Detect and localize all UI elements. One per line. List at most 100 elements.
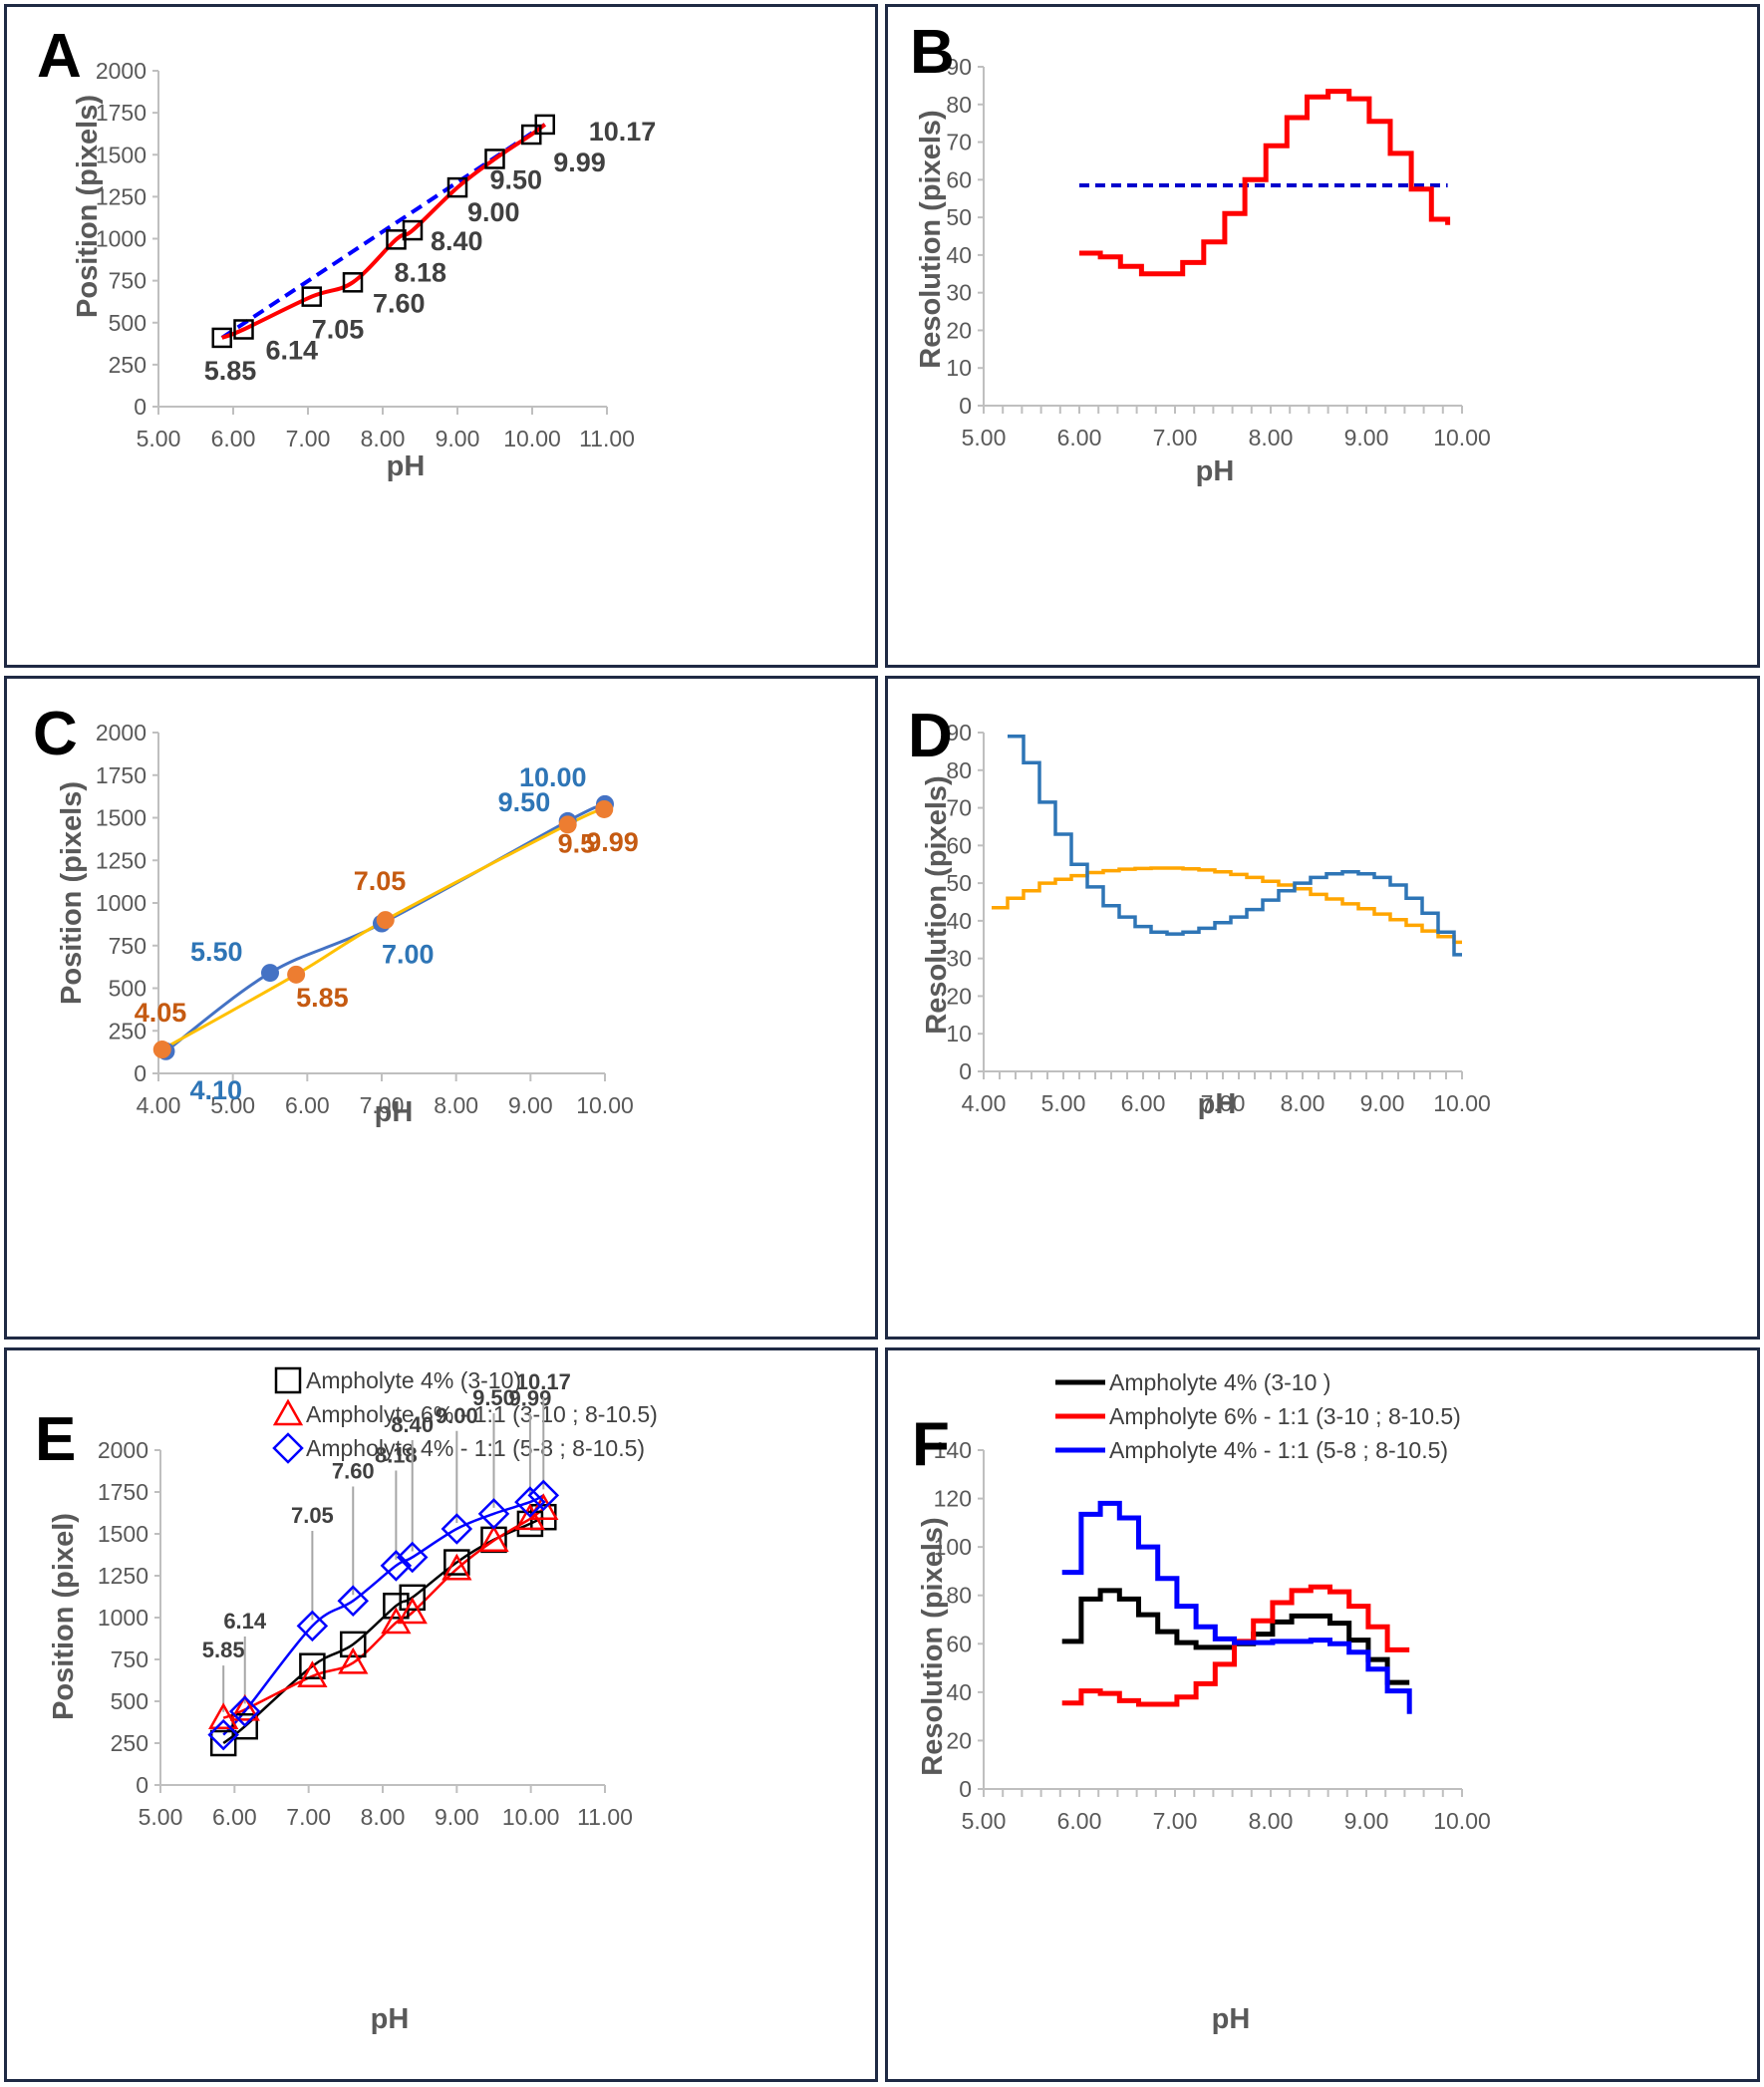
data-point [381,1607,412,1635]
panel-f: 5.00 6.00 7.00 8.00 9.00 10.00 0 20 40 60 80 100 120… [885,1347,1760,2082]
x-axis-label: pH [1196,455,1235,487]
y-tick-label: 1500 [98,1521,148,1547]
data-label-orange: 9.5 [558,828,596,858]
panel-letter: F [912,1410,950,1479]
y-axis-label: Resolution (pixels) [921,775,953,1034]
data-point [231,1712,258,1740]
x-tick-label: 5.00 [137,426,181,451]
data-label: 7.60 [332,1458,375,1483]
y-tick-label: 1000 [96,890,147,916]
x-tick-label: 4.00 [137,1092,181,1118]
y-tick-label: 40 [946,242,972,268]
x-tick-label: 8.00 [361,426,406,451]
x-tick-label: 9.00 [436,426,480,451]
x-tick-label: 7.00 [1201,1090,1246,1116]
y-axis-label: Position (pixel) [48,1513,80,1720]
data-point [528,1493,559,1521]
legend-label: Ampholyte 6% - 1:1 (3-10 ; 8-10.5) [306,1401,658,1427]
data-point-orange [595,799,614,818]
y-tick-label: 80 [946,1583,972,1609]
data-point [296,1610,329,1642]
data-label: 8.40 [391,1412,434,1437]
data-point [443,1549,470,1576]
legend-marker [274,1366,302,1394]
y-tick-label: 120 [934,1486,972,1512]
x-tick-label: 7.00 [360,1092,405,1118]
data-point [484,149,505,169]
data-point [338,1646,369,1674]
y-tick-label: 750 [109,268,147,294]
data-point [207,1718,239,1751]
data-label: 7.05 [312,315,365,345]
x-axis-label: pH [387,450,426,482]
chart-a: 5.00 6.00 7.00 8.00 9.00 10.00 11.00 0 250 500 750… [37,22,657,482]
y-tick-label: 0 [959,393,972,419]
y-tick-label: 20 [946,317,972,343]
legend-label: Ampholyte 4% - 1:1 (5-8 ; 8-10.5) [306,1435,645,1461]
data-point [477,1498,510,1530]
legend-marker [272,1398,304,1426]
y-tick-label: 80 [946,757,972,783]
x-axis-label: pH [375,1096,414,1128]
series-step [1061,1500,1412,1714]
y-tick-label: 1750 [96,762,147,788]
x-axis-label: pH [371,2003,410,2035]
x-tick-label: 9.00 [1360,1090,1405,1116]
panel-d: 4.00 5.00 6.00 7.00 8.00 9.00 10.00 0 10 20 30 40 50… [885,676,1760,1340]
data-label-blue: 5.50 [190,937,243,967]
data-label: 8.18 [375,1442,418,1467]
data-label-blue: 10.00 [519,762,587,792]
data-label: 6.14 [266,335,319,365]
data-label-blue: 4.10 [189,1075,242,1105]
y-axis-label: Resolution (pixels) [917,1517,949,1775]
data-point [399,1584,426,1612]
y-tick-label: 70 [946,795,972,821]
data-point [514,1486,546,1518]
y-tick-label: 1000 [96,226,147,252]
data-label: 8.40 [431,226,483,256]
y-tick-label: 0 [959,1058,972,1084]
legend-label: Ampholyte 6% - 1:1 (3-10 ; 8-10.5) [1109,1403,1461,1429]
series-curve [222,1516,544,1744]
y-tick-label: 70 [946,130,972,155]
data-label: 9.99 [553,148,606,177]
y-tick-label: 1250 [96,847,147,873]
y-tick-label: 40 [946,1679,972,1705]
data-point [534,114,555,136]
panel-letter: E [35,1405,76,1474]
legend-marker [272,1432,304,1464]
data-point [233,319,254,340]
data-point [337,1585,370,1617]
y-tick-label: 0 [134,1060,147,1086]
data-label: 5.85 [204,356,257,386]
data-point [342,272,364,293]
data-label: 9.50 [490,164,543,194]
chart-c: 4.00 5.00 6.00 7.00 8.00 9.00 10.00 0 250 500 750 1… [33,700,639,1128]
x-tick-label: 9.00 [1344,1808,1389,1834]
data-label: 10.17 [589,117,657,147]
data-point [397,1597,428,1625]
data-point [297,1660,328,1688]
x-tick-label: 10.00 [576,1092,634,1118]
panel-letter: C [33,700,78,768]
data-point [396,1541,429,1574]
y-tick-label: 60 [946,166,972,192]
x-tick-label: 10.00 [502,1804,560,1830]
y-tick-label: 30 [946,280,972,306]
data-label-blue: 7.00 [382,940,435,970]
y-tick-label: 250 [109,352,147,378]
data-label-orange: 4.05 [135,998,187,1028]
x-tick-label: 10.00 [1433,1090,1491,1116]
y-tick-label: 1000 [98,1605,148,1631]
x-tick-label: 5.00 [962,1808,1007,1834]
x-axis-label: pH [1198,1088,1237,1120]
y-tick-label: 1250 [98,1563,148,1589]
data-label: 9.50 [472,1385,515,1410]
panel-e: 5.00 6.00 7.00 8.00 9.00 10.00 11.00 0 250 500 750… [4,1347,878,2082]
x-tick-label: 8.00 [1249,425,1294,450]
data-point [380,1550,413,1582]
data-label: 9.00 [436,1403,478,1428]
x-tick-label: 7.00 [1153,1808,1198,1834]
series-orange-step [992,866,1462,945]
data-point [208,1702,239,1730]
